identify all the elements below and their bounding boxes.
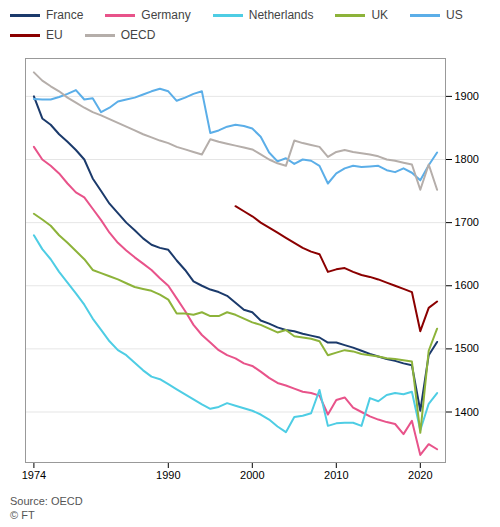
svg-text:1700: 1700 (455, 216, 479, 228)
svg-text:1800: 1800 (455, 153, 479, 165)
html-text:US: US (446, 8, 463, 22)
html-text:France: France (46, 8, 84, 22)
svg-text:1990: 1990 (156, 469, 180, 481)
html-text:Netherlands: Netherlands (248, 8, 314, 22)
svg-text:1974: 1974 (22, 469, 46, 481)
html-text:EU: EU (46, 28, 63, 42)
html-text:© FT: © FT (10, 509, 35, 522)
svg-text:2000: 2000 (240, 469, 264, 481)
html-text:Germany: Germany (141, 8, 191, 22)
svg-text:1500: 1500 (455, 342, 479, 354)
svg-text:1600: 1600 (455, 279, 479, 291)
svg-text:2010: 2010 (324, 469, 348, 481)
html-text:OECD: OECD (120, 28, 156, 42)
svg-text:1400: 1400 (455, 406, 479, 418)
svg-text:2020: 2020 (408, 469, 432, 481)
html-text:UK: UK (371, 8, 389, 22)
html-text:Source: OECD: Source: OECD (10, 495, 83, 507)
svg-text:1900: 1900 (455, 90, 479, 102)
